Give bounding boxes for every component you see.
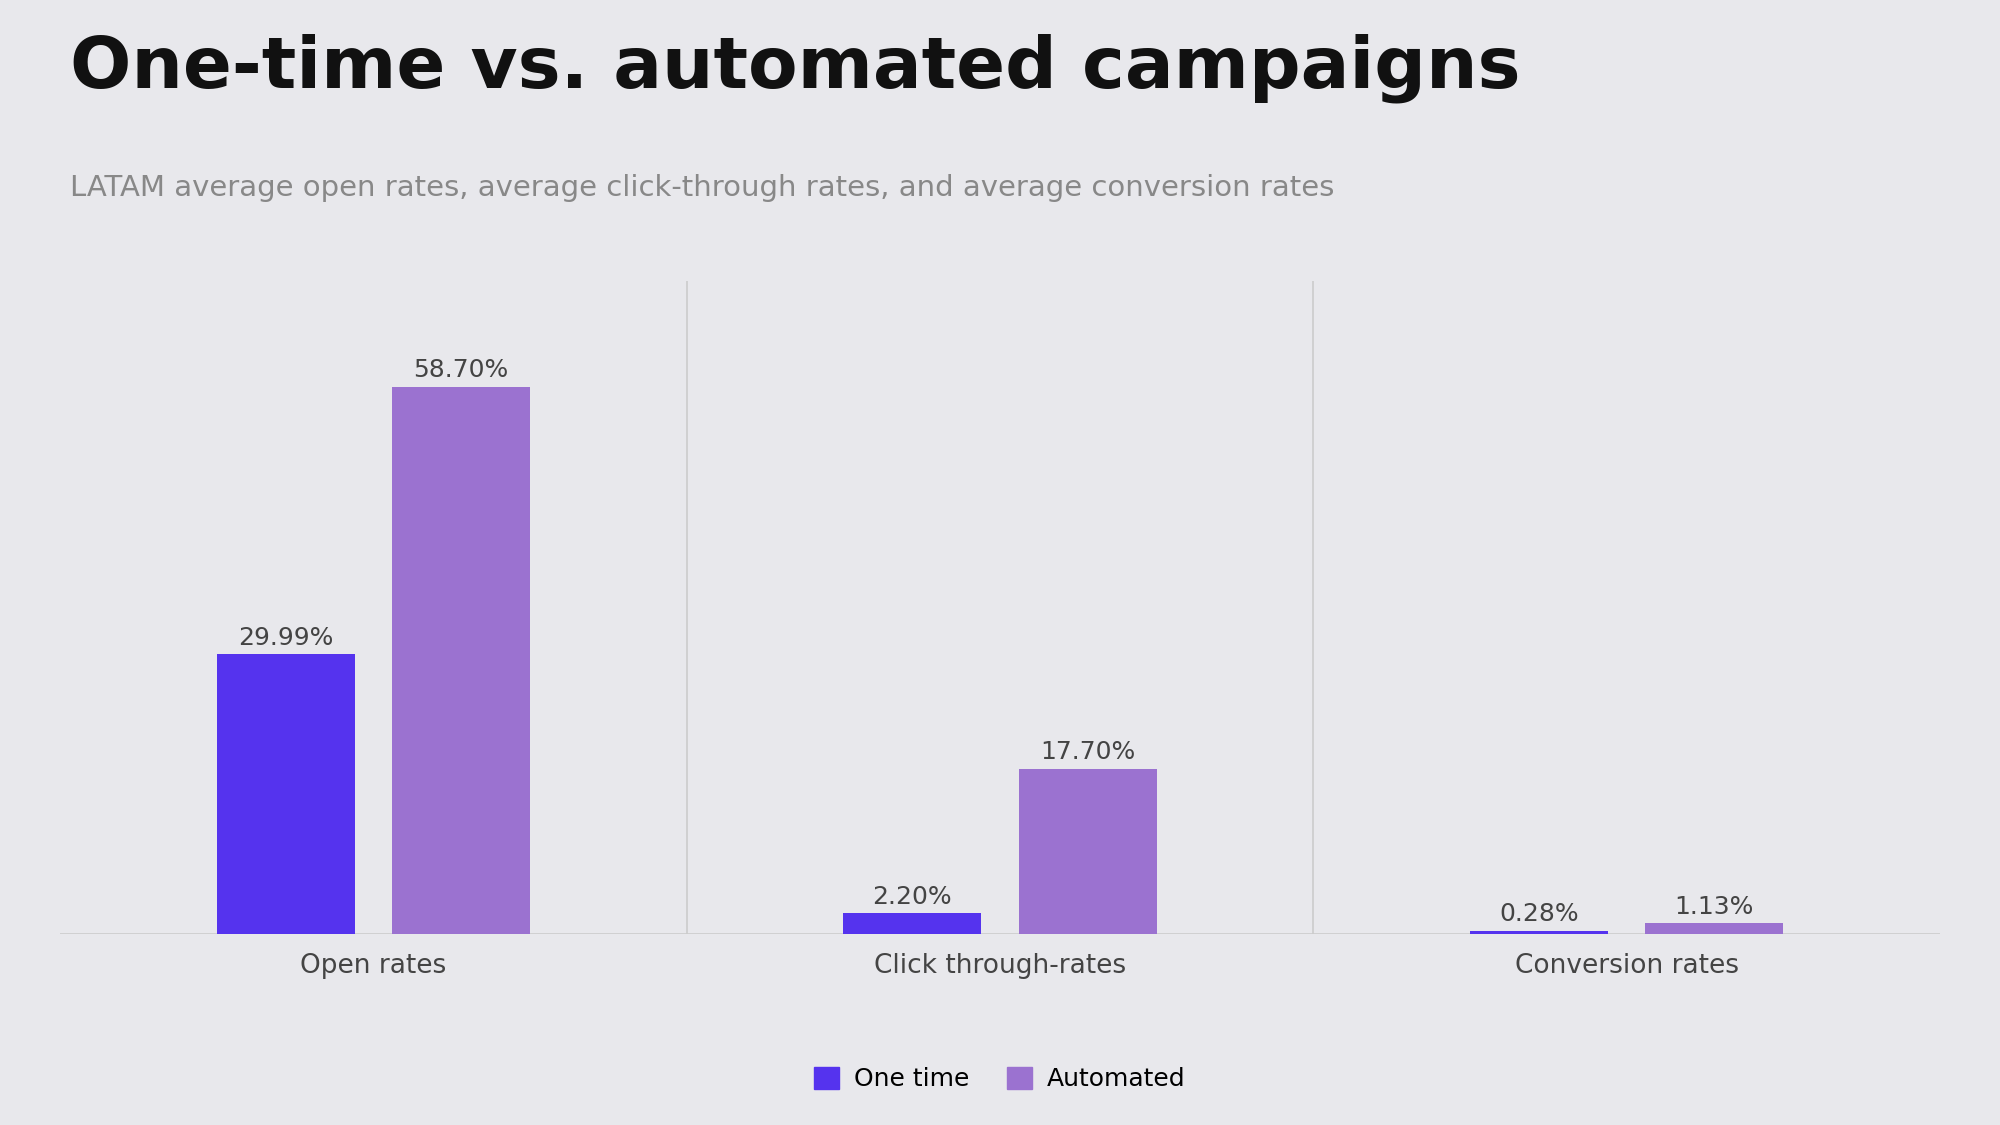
- Bar: [1018, 768, 1156, 934]
- Text: 1.13%: 1.13%: [1674, 894, 1754, 918]
- Text: 17.70%: 17.70%: [1040, 740, 1136, 764]
- Bar: [216, 655, 354, 934]
- Bar: [1470, 932, 1608, 934]
- Bar: [392, 387, 530, 934]
- Text: One-time vs. automated campaigns: One-time vs. automated campaigns: [70, 34, 1520, 104]
- Legend: One time, Automated: One time, Automated: [802, 1054, 1198, 1104]
- Text: 29.99%: 29.99%: [238, 626, 334, 649]
- Bar: [1646, 924, 1784, 934]
- Text: LATAM average open rates, average click-through rates, and average conversion ra: LATAM average open rates, average click-…: [70, 174, 1334, 202]
- Text: 2.20%: 2.20%: [872, 884, 952, 909]
- Text: 0.28%: 0.28%: [1500, 902, 1578, 927]
- Bar: [844, 914, 982, 934]
- Text: 58.70%: 58.70%: [414, 358, 508, 381]
